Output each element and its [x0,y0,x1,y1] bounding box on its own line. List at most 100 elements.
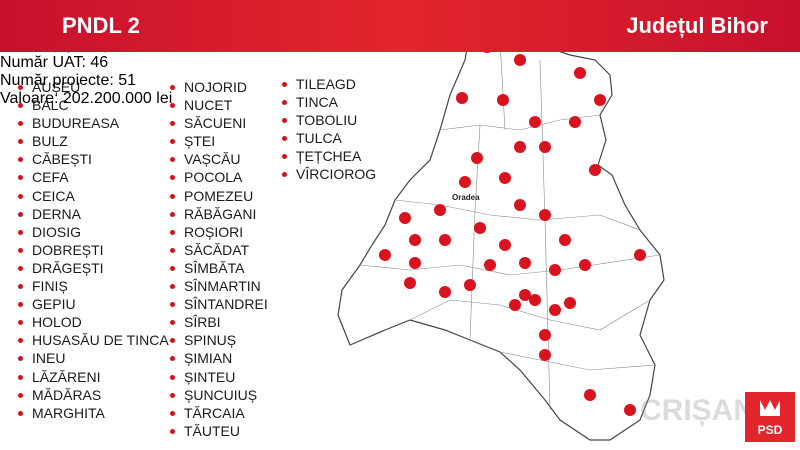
project-dot [519,289,531,301]
locality: TINCA [282,93,376,111]
county-outline [337,5,665,441]
project-dot [499,239,511,251]
locality: SĂCUENI [170,114,268,132]
project-dot [549,264,561,276]
project-dot [497,94,509,106]
locality: TULCA [282,129,376,147]
locality: ȘINTEU [170,368,268,386]
project-dot [379,249,391,261]
locality: DERNA [18,205,169,223]
locality: HUSASĂU DE TINCA [18,331,169,349]
project-dot [509,299,521,311]
project-dot [584,389,596,401]
locality: GEPIU [18,295,169,313]
project-dot [539,329,551,341]
logo-text: PSD [758,423,783,437]
locality: SÎRBI [170,313,268,331]
project-dot [484,259,496,271]
locality: ȘTEI [170,132,268,150]
project-dot [439,286,451,298]
locality: BUDUREASA [18,114,169,132]
locality: ȚEȚCHEA [282,147,376,165]
locality-list: NOJORID NUCET SĂCUENI ȘTEI VAȘCĂU POCOLA POMEZ… [170,78,268,440]
project-dot [409,257,421,269]
project-dot [519,257,531,269]
slide-title: PNDL 2 [62,13,140,38]
locality: POMEZEU [170,187,268,205]
project-dot [539,209,551,221]
county-title: Județul Bihor [626,13,768,38]
locality: MĂDĂRAS [18,386,169,404]
locality: CEICA [18,187,169,205]
project-dot [589,164,601,176]
project-dot [499,172,511,184]
locality: ȘUNCUIUȘ [170,386,268,404]
project-dot [474,222,486,234]
locality: TĂUTEU [170,422,268,440]
locality: DRĂGEȘTI [18,259,169,277]
project-dot [434,204,446,216]
project-dot [404,277,416,289]
project-dot [459,176,471,188]
locality: TOBOLIU [282,111,376,129]
locality: RĂBĂGANI [170,205,268,223]
locality: DIOSIG [18,223,169,241]
project-dot [624,404,636,416]
project-dot [569,116,581,128]
locality: VÎRCIOROG [282,165,376,183]
city-label: Oradea [452,193,480,202]
locality: VAȘCĂU [170,150,268,168]
locality: LĂZĂRENI [18,368,169,386]
stat-line: Număr proiecte: 51 [0,72,137,89]
project-dot [529,294,541,306]
project-dot [399,212,411,224]
project-dot [549,304,561,316]
project-dot [439,234,451,246]
locality: SĂCĂDAT [170,241,268,259]
locality: CEFA [18,168,169,186]
locality: NOJORID [170,78,268,96]
logo-rose [760,400,780,416]
locality: CĂBEȘTI [18,150,169,168]
locality-list: AUȘEU BALC BUDUREASA BULZ CĂBEȘTI CEFA CEICA DE… [18,78,169,422]
locality: TILEAGD [282,75,376,93]
project-dot [514,141,526,153]
project-dot [539,141,551,153]
locality-list: TILEAGD TINCA TOBOLIU TULCA ȚEȚCHEA VÎRCIOROG [282,75,376,184]
locality: SÎNMARTIN [170,277,268,295]
stat-line: Valoare: 202.200.000 lei [0,90,173,107]
project-dot [409,234,421,246]
project-dot [579,259,591,271]
locality: NUCET [170,96,268,114]
locality: SÎNTANDREI [170,295,268,313]
project-dot [594,94,606,106]
locality: HOLOD [18,313,169,331]
locality: INEU [18,349,169,367]
locality: POCOLA [170,168,268,186]
project-dot [559,234,571,246]
project-dot [514,54,526,66]
locality: BALC [18,96,169,114]
locality: BULZ [18,132,169,150]
project-dot [514,199,526,211]
locality: FINIȘ [18,277,169,295]
project-dot [471,152,483,164]
header-band [0,0,800,52]
locality: SÎMBĂTA [170,259,268,277]
project-dot [574,67,586,79]
project-dot [529,116,541,128]
project-dot [539,349,551,361]
locality: MARGHITA [18,404,169,422]
locality: TĂRCAIA [170,404,268,422]
locality: DOBREȘTI [18,241,169,259]
project-dot [634,249,646,261]
project-dot [456,92,468,104]
locality: ȘIMIAN [170,349,268,367]
project-dot [564,297,576,309]
locality: ROȘIORI [170,223,268,241]
locality: SPINUȘ [170,331,268,349]
project-dot [464,279,476,291]
stat-line: Număr UAT: 46 [0,54,109,71]
